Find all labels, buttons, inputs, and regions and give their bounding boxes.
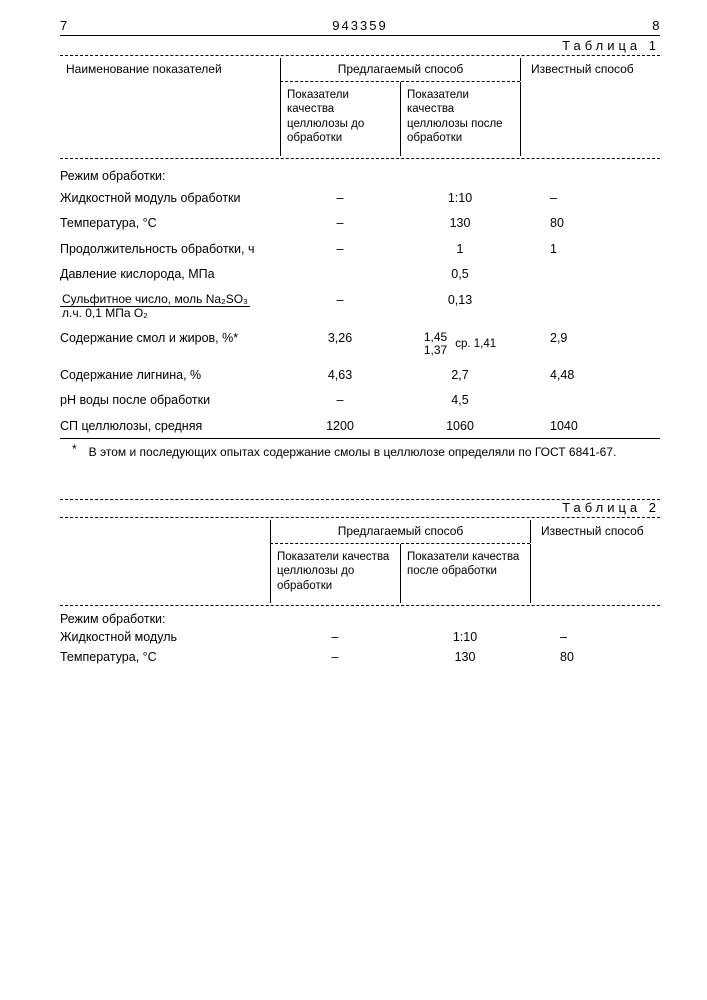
row-label: Сульфитное число, моль Na₂SO₃ л.ч. 0,1 М… (60, 293, 280, 321)
cell: 130 (400, 216, 520, 230)
col-before-header: Показатели качества целлюлозы до обработ… (280, 82, 400, 156)
col-after-header: Показатели качества после обработки (400, 544, 530, 603)
cell: 2,9 (520, 331, 660, 345)
cell: 0,5 (400, 267, 520, 281)
cell: 1040 (520, 419, 660, 433)
table2-header-row1: Предлагаемый способ Известный способ (60, 520, 660, 543)
row-label: Продолжительность обработки, ч (60, 242, 280, 258)
cell: – (280, 216, 400, 230)
rule-bottom (60, 438, 660, 439)
cell: 1200 (280, 419, 400, 433)
table1-body: Режим обработки: Жидкостной модуль обраб… (60, 169, 660, 435)
cell: – (270, 650, 400, 664)
cell: 3,26 (280, 331, 400, 345)
col-known-header: Известный способ (530, 520, 650, 543)
table-row: Жидкостной модуль – 1:10 – (60, 630, 660, 646)
table1-header-row1: Наименование показателей Предлагаемый сп… (60, 58, 660, 81)
table1-header-row2: Показатели качества целлюлозы до обработ… (60, 82, 660, 156)
cell: 4,48 (520, 368, 660, 382)
row-label: Содержание лигнина, % (60, 368, 280, 384)
row-label-top: Сульфитное число, моль Na₂SO₃ (60, 293, 250, 307)
cell-avg: ср. 1,41 (455, 338, 496, 350)
divider (60, 605, 660, 606)
cell: 4,5 (400, 393, 520, 407)
footnote: *В этом и последующих опытах содержание … (84, 445, 660, 461)
row-label: СП целлюлозы, средняя (60, 419, 280, 435)
rule-top (60, 35, 660, 36)
cell: 1 (520, 242, 660, 256)
top-line: 7 943359 8 (60, 18, 660, 33)
section-title: Режим обработки: (60, 612, 660, 626)
table2-caption: Таблица 2 (60, 500, 660, 515)
table-row: Температура, °С – 130 80 (60, 650, 660, 666)
table-row: Продолжительность обработки, ч – 1 1 (60, 242, 660, 258)
cell: 1:10 (400, 630, 530, 644)
cell: – (530, 630, 650, 644)
page-number-left: 7 (60, 18, 68, 33)
row-label: Температура, °С (60, 650, 270, 666)
table-row: СП целлюлозы, средняя 1200 1060 1040 (60, 419, 660, 435)
page-number-right: 8 (652, 18, 660, 33)
cell: 1 (400, 242, 520, 256)
footnote-text: В этом и последующих опытах содержание с… (89, 445, 617, 459)
table1-caption: Таблица 1 (60, 38, 660, 53)
document-number: 943359 (68, 18, 653, 33)
table2-body: Режим обработки: Жидкостной модуль – 1:1… (60, 612, 660, 665)
row-label: Давление кислорода, МПа (60, 267, 280, 283)
row-label-bot: л.ч. 0,1 МПа O₂ (60, 307, 250, 320)
divider (60, 517, 660, 518)
cell: 1:10 (400, 191, 520, 205)
col-proposed-header: Предлагаемый способ (280, 58, 520, 81)
cell: 80 (530, 650, 650, 664)
row-label: pH воды после обработки (60, 393, 280, 409)
cell: 80 (520, 216, 660, 230)
divider (60, 55, 660, 56)
cell-bot: 1,37 (424, 344, 447, 357)
table-row: Температура, °С – 130 80 (60, 216, 660, 232)
cell: – (280, 242, 400, 256)
table2-header-row2: Показатели качества целлюлозы до обработ… (60, 544, 660, 603)
cell: – (270, 630, 400, 644)
cell: 1,45 1,37 ср. 1,41 (400, 331, 520, 357)
table-row: Давление кислорода, МПа 0,5 (60, 267, 660, 283)
row-label: Температура, °С (60, 216, 280, 232)
table-row: Жидкостной модуль обработки – 1:10 – (60, 191, 660, 207)
row-label: Жидкостной модуль обработки (60, 191, 280, 207)
col-after-header: Показатели качества целлюлозы после обра… (400, 82, 520, 156)
cell: – (520, 191, 660, 205)
asterisk-icon: * (72, 442, 77, 456)
col-before-header: Показатели качества целлюлозы до обработ… (270, 544, 400, 603)
cell: 2,7 (400, 368, 520, 382)
table-row: Сульфитное число, моль Na₂SO₃ л.ч. 0,1 М… (60, 293, 660, 321)
table2: Таблица 2 Предлагаемый способ Известный … (60, 499, 660, 665)
col-proposed-header: Предлагаемый способ (270, 520, 530, 543)
section-title: Режим обработки: (60, 169, 660, 183)
cell: 130 (400, 650, 530, 664)
row-label: Содержание смол и жиров, %* (60, 331, 280, 347)
col-name-header: Наименование показателей (60, 58, 280, 81)
page: 7 943359 8 Таблица 1 Наименование показа… (60, 18, 660, 667)
table-row: Содержание смол и жиров, %* 3,26 1,45 1,… (60, 331, 660, 357)
row-label: Жидкостной модуль (60, 630, 270, 646)
col-known-header: Известный способ (520, 58, 660, 81)
cell: – (280, 393, 400, 407)
table-row: pH воды после обработки – 4,5 (60, 393, 660, 409)
cell: 1060 (400, 419, 520, 433)
cell: 0,13 (400, 293, 520, 307)
table-row: Содержание лигнина, % 4,63 2,7 4,48 (60, 368, 660, 384)
cell: 4,63 (280, 368, 400, 382)
cell: – (280, 191, 400, 205)
cell: – (280, 293, 400, 307)
divider (60, 158, 660, 159)
